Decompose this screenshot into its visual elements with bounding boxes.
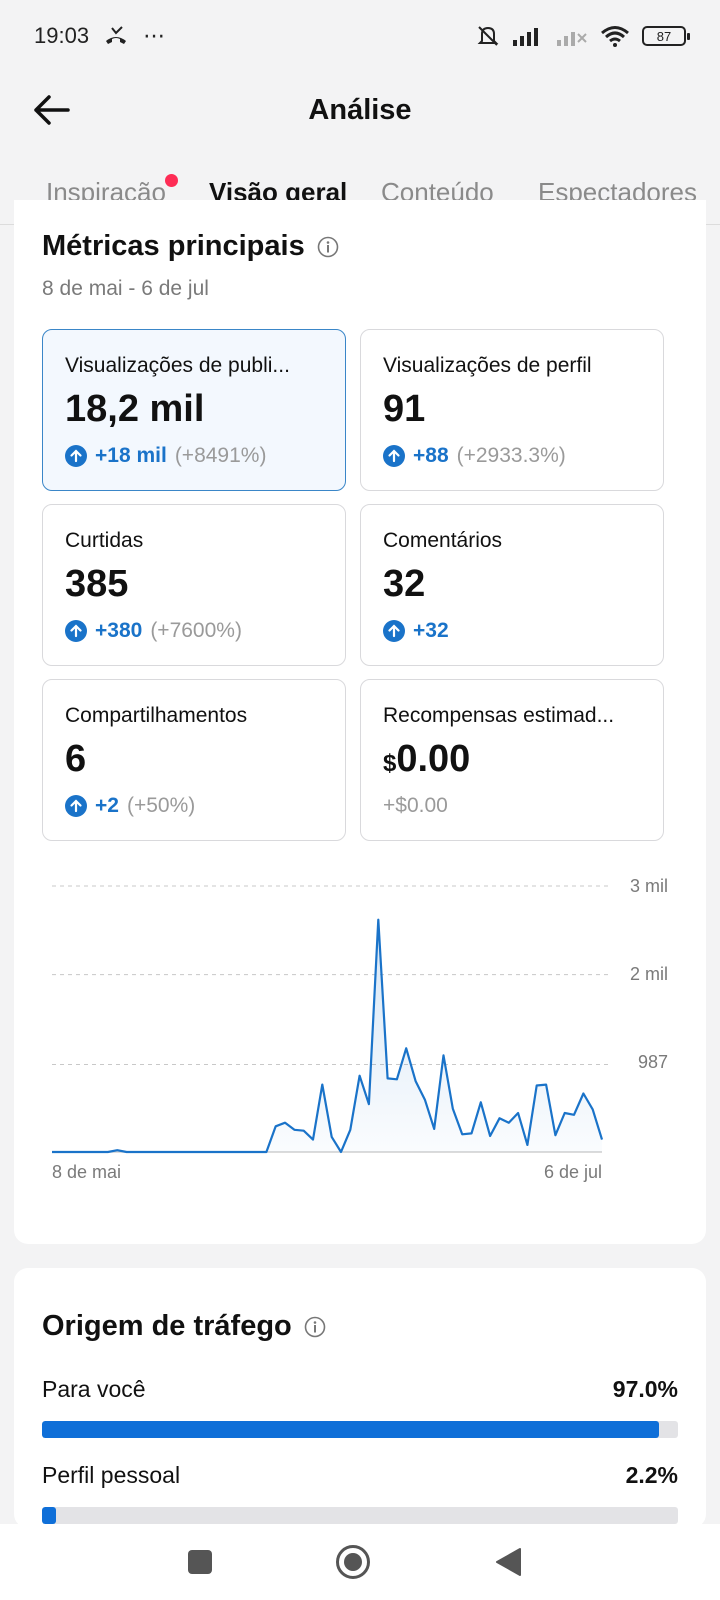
change-percent: (+7600%) — [150, 619, 242, 642]
change-value: +380 — [95, 619, 143, 642]
back-nav-button[interactable] — [484, 1538, 532, 1586]
metric-value-number: 0.00 — [396, 738, 471, 780]
wifi-icon — [601, 26, 629, 47]
metric-label: Recompensas estimad... — [383, 704, 615, 727]
traffic-title-text: Origem de tráfego — [42, 1310, 292, 1342]
system-nav-bar — [0, 1524, 720, 1600]
traffic-source-name: Para você — [42, 1376, 146, 1402]
app-header: Análise — [0, 72, 720, 148]
more-status-icon: ⋯ — [143, 23, 166, 48]
series-line — [52, 918, 604, 1154]
bell-muted-icon — [477, 26, 499, 46]
progress-bar-fill — [42, 1421, 659, 1438]
square-icon — [188, 1550, 212, 1574]
metric-value: 91 — [383, 388, 426, 430]
change-value: +32 — [413, 619, 449, 642]
metric-change: +18 mil (+8491%) — [65, 444, 266, 468]
recent-apps-button[interactable] — [176, 1538, 224, 1586]
traffic-source-percent: 97.0% — [612, 1376, 678, 1402]
series-area — [52, 919, 602, 1152]
traffic-source-percent: 2.2% — [625, 1462, 678, 1488]
progress-bar-track — [42, 1507, 678, 1524]
metric-value: 385 — [65, 563, 129, 605]
metrics-title: Métricas principais — [42, 230, 339, 263]
traffic-title: Origem de tráfego — [42, 1310, 326, 1343]
metric-change: +88 (+2933.3%) — [383, 444, 566, 468]
metric-value: 32 — [383, 563, 426, 605]
info-icon[interactable] — [317, 236, 339, 258]
arrow-up-icon — [383, 620, 405, 642]
change-percent: (+50%) — [126, 794, 196, 817]
arrow-up-icon — [65, 795, 87, 817]
metric-change: +32 — [383, 619, 449, 643]
metric-rewards[interactable]: Recompensas estimad... $0.00 +$0.00 — [360, 679, 664, 841]
x-tick-label: 6 de jul — [543, 1162, 602, 1182]
metrics-card: Métricas principais 8 de mai - 6 de jul … — [14, 200, 706, 1244]
battery-level: 87 — [656, 28, 672, 44]
date-range: 8 de mai - 6 de jul — [42, 277, 209, 300]
missed-call-icon — [106, 26, 127, 44]
chart-plot — [52, 885, 610, 1154]
metrics-title-text: Métricas principais — [42, 230, 305, 262]
back-button[interactable] — [28, 86, 76, 134]
progress-bar-fill — [42, 1507, 56, 1524]
metric-change: +2 (+50%) — [65, 794, 195, 818]
status-bar: 19:03 ⋯ 87 — [0, 0, 720, 72]
y-tick-label: 2 mil — [629, 964, 668, 984]
metric-label: Curtidas — [65, 529, 144, 552]
currency-symbol: $ — [383, 750, 397, 777]
triangle-back-icon — [496, 1548, 521, 1576]
metric-comments[interactable]: Comentários 32 +32 — [360, 504, 664, 666]
metric-label: Compartilhamentos — [65, 704, 248, 727]
metric-post-views[interactable]: Visualizações de publi... 18,2 mil +18 m… — [42, 329, 346, 491]
metric-shares[interactable]: Compartilhamentos 6 +2 (+50%) — [42, 679, 346, 841]
views-chart: 3 mil 2 mil 987 8 de mai 6 de jul — [14, 860, 706, 1200]
notification-dot — [164, 174, 178, 187]
metric-value: 18,2 mil — [65, 388, 205, 430]
change-value: +88 — [413, 444, 449, 467]
y-tick-label: 987 — [637, 1052, 668, 1072]
change-percent: (+8491%) — [174, 444, 267, 467]
progress-bar-track — [42, 1421, 678, 1438]
battery-icon: 87 — [642, 26, 690, 46]
change-value: +$0.00 — [383, 794, 448, 817]
traffic-source-name: Perfil pessoal — [42, 1462, 181, 1488]
y-tick-label: 3 mil — [629, 876, 668, 896]
metric-change: +$0.00 — [383, 794, 448, 818]
home-button[interactable] — [329, 1538, 377, 1586]
metric-change: +380 (+7600%) — [65, 619, 242, 643]
metric-likes[interactable]: Curtidas 385 +380 (+7600%) — [42, 504, 346, 666]
status-time: 19:03 — [34, 23, 90, 48]
metric-value: $0.00 — [383, 738, 470, 781]
page-title: Análise — [308, 93, 412, 126]
home-circle-icon — [336, 1545, 370, 1579]
change-percent: (+2933.3%) — [456, 444, 566, 467]
metric-profile-views[interactable]: Visualizações de perfil 91 +88 (+2933.3%… — [360, 329, 664, 491]
signal-empty-icon — [557, 32, 587, 46]
arrow-up-icon — [65, 445, 87, 467]
metric-value: 6 — [65, 738, 87, 780]
metric-label: Comentários — [383, 529, 503, 552]
metric-label: Visualizações de publi... — [65, 354, 290, 377]
traffic-source-card: Origem de tráfego Para você 97.0% Perfil… — [14, 1268, 706, 1528]
info-icon[interactable] — [304, 1316, 326, 1338]
arrow-left-icon — [34, 95, 70, 125]
x-tick-label: 8 de mai — [52, 1162, 122, 1182]
change-value: +2 — [95, 794, 119, 817]
arrow-up-icon — [383, 445, 405, 467]
metric-label: Visualizações de perfil — [383, 354, 592, 377]
arrow-up-icon — [65, 620, 87, 642]
change-value: +18 mil — [95, 444, 167, 467]
signal-icon — [513, 28, 538, 46]
